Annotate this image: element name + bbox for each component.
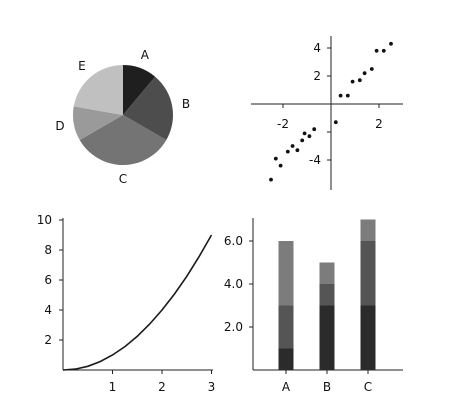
stacked-bar-chart: 2.0 4.0 6.0 A B C: [224, 218, 403, 394]
scatter-point: [300, 138, 305, 143]
line-y-tick-label: 8: [44, 243, 52, 257]
scatter-point: [278, 163, 283, 168]
pie-slice-a: [123, 65, 156, 115]
scatter-y-tick-label: 4: [313, 41, 321, 55]
pie-label-e: E: [78, 59, 86, 73]
scatter-y-tick-label: 2: [313, 69, 321, 83]
bar-segment-b-2: [319, 284, 335, 306]
scatter-point: [290, 144, 295, 148]
scatter-point: [369, 67, 374, 71]
line-y-tick-label: 2: [44, 333, 52, 347]
line-y-tick-label: 4: [44, 303, 52, 317]
pie-slice-d: [73, 106, 123, 140]
bar-y-tick-label: 2.0: [224, 320, 243, 334]
scatter-x-tick-label: -2: [277, 117, 289, 131]
pie-slice-c: [79, 115, 167, 165]
bar-segment-a-3: [278, 241, 294, 306]
line-x-tick-label: 3: [208, 380, 216, 394]
pie-label-a: A: [141, 48, 150, 62]
bar-segment-a-2: [278, 305, 294, 349]
pie-slice-b: [123, 76, 173, 140]
scatter-point: [312, 127, 317, 132]
bar-segment-a-1: [278, 348, 294, 370]
pie-chart: A B C D E: [55, 48, 190, 186]
scatter-point: [338, 93, 343, 98]
bar-y-tick-label: 4.0: [224, 277, 243, 291]
line-x-tick-label: 2: [158, 380, 166, 394]
scatter-point: [269, 177, 273, 182]
line-y-tick-label: 10: [37, 213, 52, 227]
scatter-point: [273, 156, 278, 161]
line-y-tick-label: 6: [44, 273, 52, 287]
scatter-point: [357, 78, 362, 83]
bar-segment-c-3: [360, 219, 376, 241]
bar-segment-b-1: [319, 305, 335, 370]
bar-segment-b-3: [319, 262, 335, 284]
bar-x-tick-label: C: [364, 380, 372, 394]
bar-x-tick-label: B: [323, 380, 331, 394]
pie-slice-e: [73, 65, 123, 115]
scatter-point: [307, 134, 312, 139]
pie-label-b: B: [182, 97, 190, 111]
scatter-point: [362, 71, 367, 76]
scatter-point: [345, 93, 350, 98]
scatter-y-tick-label: -4: [309, 153, 321, 167]
scatter-chart: -2 2 -4 2 4: [251, 36, 403, 190]
line-chart: 1 2 3 2 4 6 8 10: [37, 213, 216, 394]
scatter-point: [381, 48, 386, 53]
scatter-point: [333, 120, 338, 125]
bar-segment-c-2: [360, 241, 376, 306]
line-x-tick-label: 1: [109, 380, 117, 394]
bar-segment-c-1: [360, 305, 376, 370]
scatter-point: [285, 149, 290, 154]
scatter-point: [295, 148, 300, 153]
scatter-point: [389, 41, 393, 46]
scatter-point: [374, 48, 379, 53]
pie-label-d: D: [55, 119, 64, 133]
bar-y-tick-label: 6.0: [224, 234, 243, 248]
pie-label-c: C: [119, 172, 127, 186]
scatter-x-tick-label: 2: [375, 117, 383, 131]
scatter-point: [350, 79, 355, 84]
scatter-point: [302, 131, 307, 136]
line-series-curve: [62, 234, 213, 371]
bar-x-tick-label: A: [282, 380, 291, 394]
